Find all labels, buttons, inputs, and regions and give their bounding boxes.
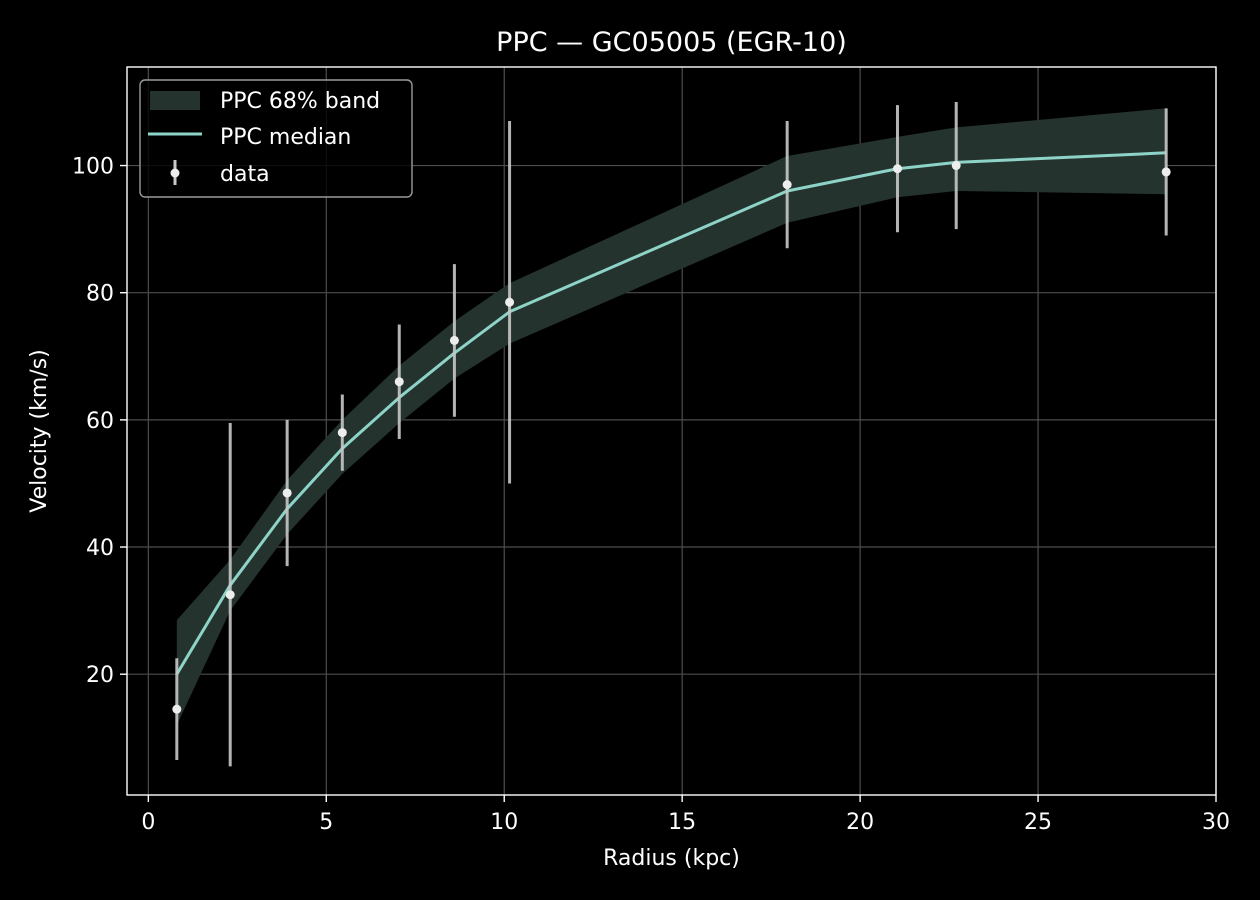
y-tick-label: 40 [86, 536, 114, 561]
y-tick-label: 100 [72, 155, 114, 180]
ppc-68-band [176, 108, 1167, 726]
grid-layer [127, 67, 1217, 795]
data-point [449, 335, 459, 345]
x-tick-label: 15 [668, 810, 696, 835]
y-tick-label: 60 [86, 409, 114, 434]
data-point [282, 488, 292, 498]
legend-data-marker [170, 168, 180, 178]
y-axis-label: Velocity (km/s) [27, 349, 52, 513]
legend-band-label: PPC 68% band [220, 89, 380, 114]
chart-title: PPC — GC05005 (EGR-10) [496, 27, 847, 58]
data-point [225, 590, 235, 600]
x-tick-label: 30 [1202, 810, 1230, 835]
band-layer [176, 108, 1167, 726]
data-point [782, 180, 792, 190]
data-point [951, 161, 961, 171]
tick-layer: 0 5 10 15 20 25 30 20 40 60 80 100 [72, 155, 1230, 835]
y-tick-label: 20 [86, 663, 114, 688]
x-tick-label: 20 [846, 810, 874, 835]
data-point [337, 428, 347, 438]
data-point [1161, 167, 1171, 177]
x-tick-label: 25 [1024, 810, 1052, 835]
x-tick-label: 5 [319, 810, 333, 835]
legend-median-label: PPC median [220, 125, 351, 150]
legend-box [139, 79, 413, 198]
x-tick-label: 0 [141, 810, 155, 835]
legend: PPC 68% band PPC median data [139, 79, 413, 198]
x-tick-label: 10 [490, 810, 518, 835]
data-point [505, 297, 515, 307]
data-point [394, 377, 404, 387]
legend-band-swatch [150, 91, 200, 110]
data-layer [172, 101, 1171, 767]
y-tick-label: 80 [86, 282, 114, 307]
legend-data-label: data [220, 162, 270, 187]
data-point [892, 164, 902, 174]
x-axis-label: Radius (kpc) [603, 846, 740, 871]
plot-frame [126, 66, 1217, 796]
data-point [172, 704, 182, 714]
